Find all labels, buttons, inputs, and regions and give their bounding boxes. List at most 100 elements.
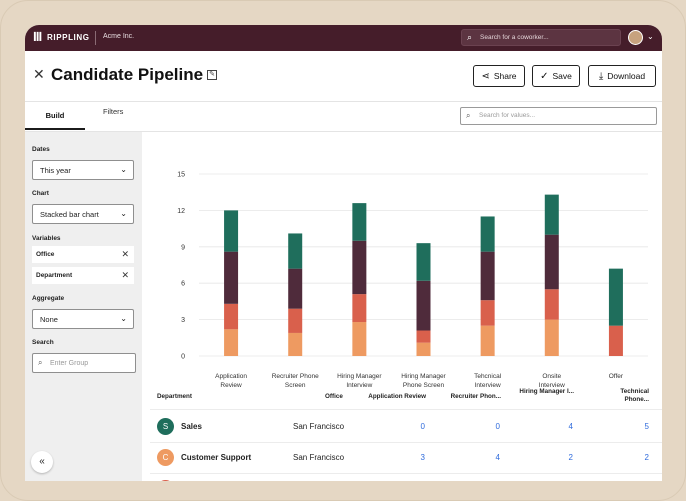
collapse-sidebar-button[interactable]: « — [31, 451, 53, 473]
department-avatar: C — [157, 449, 174, 466]
close-icon[interactable]: ✕ — [33, 66, 45, 82]
download-button[interactable]: ⤓ Download — [588, 65, 656, 87]
search-icon: ⌕ — [466, 111, 471, 120]
x-tick-label: Recruiter Phone — [272, 373, 319, 380]
bar-segment — [224, 329, 239, 356]
y-tick-label: 12 — [177, 208, 185, 215]
aggregate-label: Aggregate — [32, 295, 65, 302]
remove-icon[interactable]: ✕ — [121, 270, 129, 280]
column-header-hiring-manager[interactable]: Hiring Manager I... — [519, 388, 574, 395]
application-review-count[interactable]: 3 — [420, 453, 425, 462]
application-review-count[interactable]: 0 — [420, 422, 425, 431]
chart-type-value: Stacked bar chart — [40, 210, 99, 219]
download-label: Download — [607, 71, 646, 81]
chevron-down-icon: ⌄ — [120, 209, 127, 218]
table-row[interactable]: C Customer Support San Francisco 3 4 2 2 — [150, 442, 662, 473]
recruiter-phone-count[interactable]: 4 — [495, 453, 500, 462]
coworker-search-input[interactable]: ⌕ Search for a coworker... — [461, 29, 621, 46]
search-icon: ⌕ — [467, 32, 473, 42]
save-button[interactable]: ✓ Save — [532, 65, 580, 87]
office-name: San Francisco — [293, 422, 345, 431]
dates-label: Dates — [32, 146, 50, 153]
column-header-application-review[interactable]: Application Review — [368, 393, 426, 400]
column-header-department[interactable]: Department — [157, 393, 192, 400]
x-tick-label: Hiring Manager — [337, 373, 382, 380]
y-tick-label: 0 — [181, 354, 185, 361]
chevron-down-icon: ⌄ — [120, 165, 127, 174]
dates-value: This year — [40, 166, 71, 175]
recruiter-phone-count[interactable]: 0 — [495, 422, 500, 431]
group-search-input[interactable]: ⌕ Enter Group — [32, 353, 136, 373]
aggregate-value: None — [40, 315, 58, 324]
variables-label: Variables — [32, 235, 61, 242]
values-search-input[interactable]: ⌕ Search for values... — [460, 107, 657, 125]
values-search-placeholder: Search for values... — [479, 112, 535, 119]
table-row[interactable] — [150, 473, 662, 481]
share-button[interactable]: ⋖ Share — [473, 65, 525, 87]
bar-segment — [224, 303, 239, 330]
variable-department-label: Department — [36, 272, 73, 279]
group-search-placeholder: Enter Group — [50, 360, 89, 367]
bar-segment — [288, 308, 303, 333]
variable-chip-department[interactable]: Department ✕ — [32, 267, 134, 284]
variable-office-label: Office — [36, 251, 55, 258]
aggregate-select[interactable]: None ⌄ — [32, 309, 134, 329]
rippling-logo-text[interactable]: RIPPLING — [47, 33, 90, 42]
stacked-bar-chart: 0 3 6 9 12 15 Application Review Recruiter Phone… — [177, 172, 648, 389]
save-label: Save — [552, 71, 572, 81]
office-name: San Francisco — [293, 453, 345, 462]
x-tick-label: Review — [220, 382, 242, 389]
x-tick-label: Application — [215, 373, 247, 380]
tabs-divider — [25, 131, 662, 132]
hiring-manager-count[interactable]: 2 — [568, 453, 573, 462]
bar-segment — [544, 289, 559, 320]
column-header-recruiter-phone[interactable]: Recruiter Phon... — [450, 393, 501, 400]
bar-segment — [416, 330, 431, 343]
bar-segment — [352, 294, 367, 323]
y-tick-label: 9 — [181, 244, 185, 251]
y-tick-label: 3 — [181, 317, 185, 324]
user-avatar[interactable] — [628, 30, 643, 45]
variable-chip-office[interactable]: Office ✕ — [32, 246, 134, 263]
bar-segment — [544, 319, 559, 356]
department-name: Sales — [181, 422, 202, 431]
y-tick-label: 15 — [177, 172, 185, 179]
search-label: Search — [32, 339, 54, 346]
bar-segment — [480, 216, 495, 252]
column-header-technical-phone[interactable]: Technical Phone... — [620, 388, 649, 403]
bar-segment — [224, 251, 239, 304]
tab-filters[interactable]: Filters — [103, 107, 124, 116]
row-divider — [150, 473, 662, 474]
tab-build[interactable]: Build — [25, 102, 85, 130]
table-row[interactable]: S Sales San Francisco 0 0 4 5 — [150, 411, 662, 442]
bar-segment — [480, 251, 495, 301]
chart-type-select[interactable]: Stacked bar chart ⌄ — [32, 204, 134, 224]
chevron-down-icon: ⌄ — [120, 314, 127, 323]
remove-icon[interactable]: ✕ — [121, 249, 129, 259]
x-tick-label: Screen — [285, 382, 306, 389]
x-tick-label: Offer — [609, 373, 624, 380]
edit-icon[interactable]: ✎ — [207, 70, 217, 80]
company-name: Acme Inc. — [103, 33, 135, 40]
bar-segment — [288, 268, 303, 309]
x-tick-label: Onsite — [542, 373, 561, 380]
header-divider — [25, 101, 662, 102]
department-name: Customer Support — [181, 453, 252, 462]
bar-segment — [416, 280, 431, 331]
bar-segment — [352, 322, 367, 356]
bar-segment — [352, 203, 367, 241]
chevron-down-icon[interactable]: ⌄ — [647, 32, 654, 41]
rippling-logo-icon: ꟾꟾꟾ — [33, 33, 42, 44]
bar-segment — [416, 342, 431, 356]
share-label: Share — [493, 71, 517, 81]
bar-segment — [352, 240, 367, 295]
bar-segment — [288, 332, 303, 356]
chart-label: Chart — [32, 190, 49, 197]
technical-phone-count[interactable]: 5 — [644, 422, 649, 431]
bar-segment — [416, 243, 431, 281]
hiring-manager-count[interactable]: 4 — [568, 422, 573, 431]
x-tick-label: Phone Screen — [403, 382, 445, 389]
dates-select[interactable]: This year ⌄ — [32, 160, 134, 180]
technical-phone-count[interactable]: 2 — [644, 453, 649, 462]
column-header-office[interactable]: Office — [325, 393, 343, 400]
